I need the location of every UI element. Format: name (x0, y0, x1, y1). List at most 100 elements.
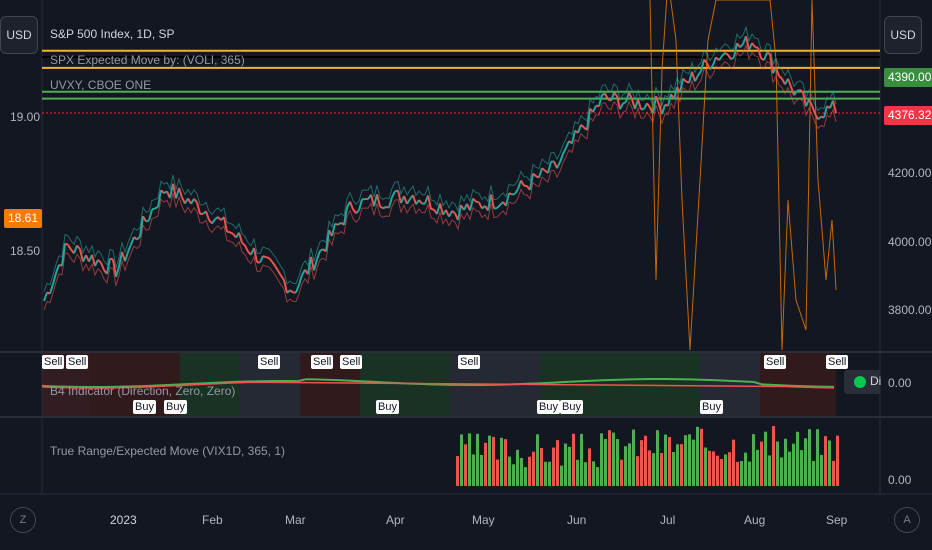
histogram-bar (568, 446, 571, 486)
histogram-bar (800, 450, 803, 486)
price-segment (376, 194, 381, 207)
price-segment (646, 102, 651, 109)
histogram-bar (516, 449, 519, 486)
histogram-bar (476, 433, 479, 486)
histogram-bar (528, 456, 531, 486)
price-segment (427, 195, 432, 210)
histogram-bar (812, 460, 815, 486)
histogram-bar (652, 453, 655, 486)
price-segment (661, 104, 666, 115)
histogram-bar (596, 467, 599, 486)
histogram-bar (744, 452, 747, 486)
sell-marker: Sell (311, 355, 334, 369)
price-segment (385, 205, 390, 209)
histogram-bar (468, 433, 471, 486)
histogram-bar (488, 435, 491, 486)
histogram-bar (676, 444, 679, 486)
price-segment (751, 42, 756, 48)
currency-button-right[interactable]: USD (884, 16, 922, 54)
price-segment (280, 275, 285, 281)
zoom-button[interactable]: Z (10, 507, 36, 533)
histogram-bar (764, 431, 767, 486)
price-segment (286, 289, 291, 294)
histogram-bar (752, 434, 755, 486)
price-segment (709, 64, 714, 70)
histogram-bar (628, 443, 631, 486)
price-segment (295, 284, 300, 293)
price-segment (679, 78, 684, 93)
price-segment (211, 218, 216, 225)
price-segment (733, 42, 738, 58)
price-segment (94, 259, 99, 267)
price-segment (625, 92, 630, 103)
price-segment (517, 180, 522, 190)
price-segment (403, 195, 408, 205)
price-badge-upper: 4390.00 (884, 68, 932, 87)
sell-marker: Sell (458, 355, 481, 369)
price-segment (472, 197, 477, 203)
price-segment (508, 192, 513, 196)
buy-marker: Buy (560, 400, 583, 414)
true-range-title[interactable]: True Range/Expected Move (VIX1D, 365, 1) (50, 444, 286, 458)
price-segment (172, 183, 177, 199)
price-segment (355, 209, 360, 214)
auto-scale-button[interactable]: A (894, 507, 920, 533)
price-segment (325, 230, 330, 252)
symbol-legend[interactable]: S&P 500 Index, 1D, SP (50, 27, 175, 41)
histogram-bar (648, 450, 651, 486)
currency-button-left[interactable]: USD (0, 16, 38, 54)
histogram-bar (688, 434, 691, 486)
histogram-bar (588, 448, 591, 486)
histogram-bar (680, 444, 683, 486)
price-segment (529, 173, 534, 191)
uvxy-legend[interactable]: UVXY, CBOE ONE (50, 78, 152, 92)
lower-band (43, 43, 837, 311)
price-segment (97, 259, 102, 264)
price-segment (763, 52, 768, 61)
histogram-bar (796, 431, 799, 486)
histogram-bar (484, 442, 487, 486)
histogram-bar (692, 439, 695, 486)
price-segment (562, 147, 567, 155)
histogram-bar (532, 451, 535, 486)
expected-move-legend[interactable]: SPX Expected Move by: (VOLI, 365) (50, 53, 245, 67)
price-segment (532, 172, 537, 177)
price-segment (769, 53, 774, 74)
price-segment (262, 255, 267, 259)
price-segment (787, 78, 792, 88)
b4-indicator-title[interactable]: B4 Indicator (Direction, Zero, Zero) (50, 384, 236, 398)
price-segment (739, 43, 744, 48)
histogram-bar (472, 454, 475, 486)
price-segment (799, 89, 804, 93)
price-segment (253, 247, 258, 263)
histogram-bar (712, 451, 715, 486)
time-tick: Sep (826, 513, 848, 527)
price-segment (811, 105, 816, 115)
price-segment (637, 99, 642, 110)
histogram-bar (644, 435, 647, 486)
histogram-bar (768, 455, 771, 486)
price-segment (148, 209, 153, 221)
price-segment (307, 256, 312, 275)
histogram-bar (616, 439, 619, 486)
histogram-bar (552, 447, 555, 486)
histogram-bar (548, 461, 551, 486)
price-segment (268, 257, 273, 263)
b4-indicator-line (41, 378, 835, 388)
histogram-bar (544, 461, 547, 486)
histogram-bar (608, 430, 611, 486)
price-segment (238, 232, 243, 243)
left-tick: 18.50 (10, 244, 41, 258)
price-segment (655, 95, 660, 106)
price-segment (133, 236, 138, 241)
price-segment (748, 42, 753, 51)
price-segment (778, 75, 783, 80)
price-segment (673, 86, 678, 100)
price-segment (628, 92, 633, 100)
price-segment (283, 279, 288, 294)
histogram-bar (736, 461, 739, 486)
histogram-bar (536, 434, 539, 486)
histogram-bar (612, 432, 615, 486)
histogram-bar (512, 464, 515, 486)
